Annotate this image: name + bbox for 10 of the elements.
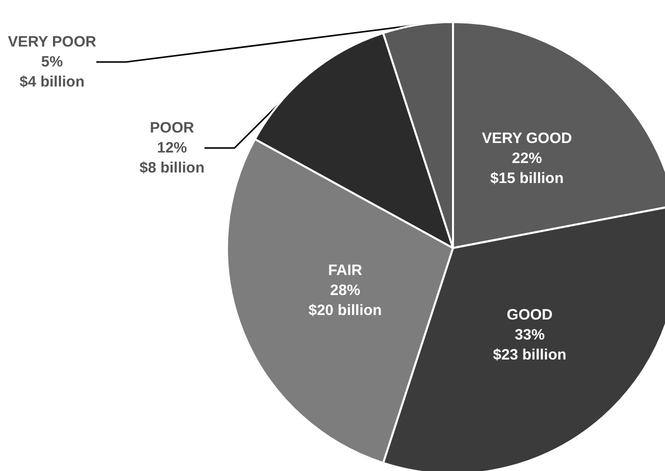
data-label: 5% $4 billion bbox=[19, 54, 85, 90]
data-label: 33% $23 billion bbox=[493, 326, 566, 364]
data-label: 22% $15 billion bbox=[490, 150, 564, 188]
slice-label: VERY GOOD bbox=[482, 130, 572, 148]
slice-label: VERY POOR bbox=[8, 34, 96, 50]
slice-label: FAIR bbox=[328, 262, 362, 280]
slice-label: GOOD bbox=[506, 306, 553, 324]
data-label: 28% $20 billion bbox=[308, 282, 382, 320]
slice-label: POOR bbox=[150, 120, 194, 136]
data-label: 12% $8 billion bbox=[139, 140, 205, 176]
